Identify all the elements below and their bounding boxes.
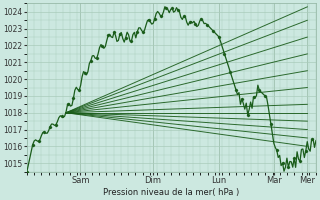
X-axis label: Pression niveau de la mer( hPa ): Pression niveau de la mer( hPa ) — [103, 188, 240, 197]
